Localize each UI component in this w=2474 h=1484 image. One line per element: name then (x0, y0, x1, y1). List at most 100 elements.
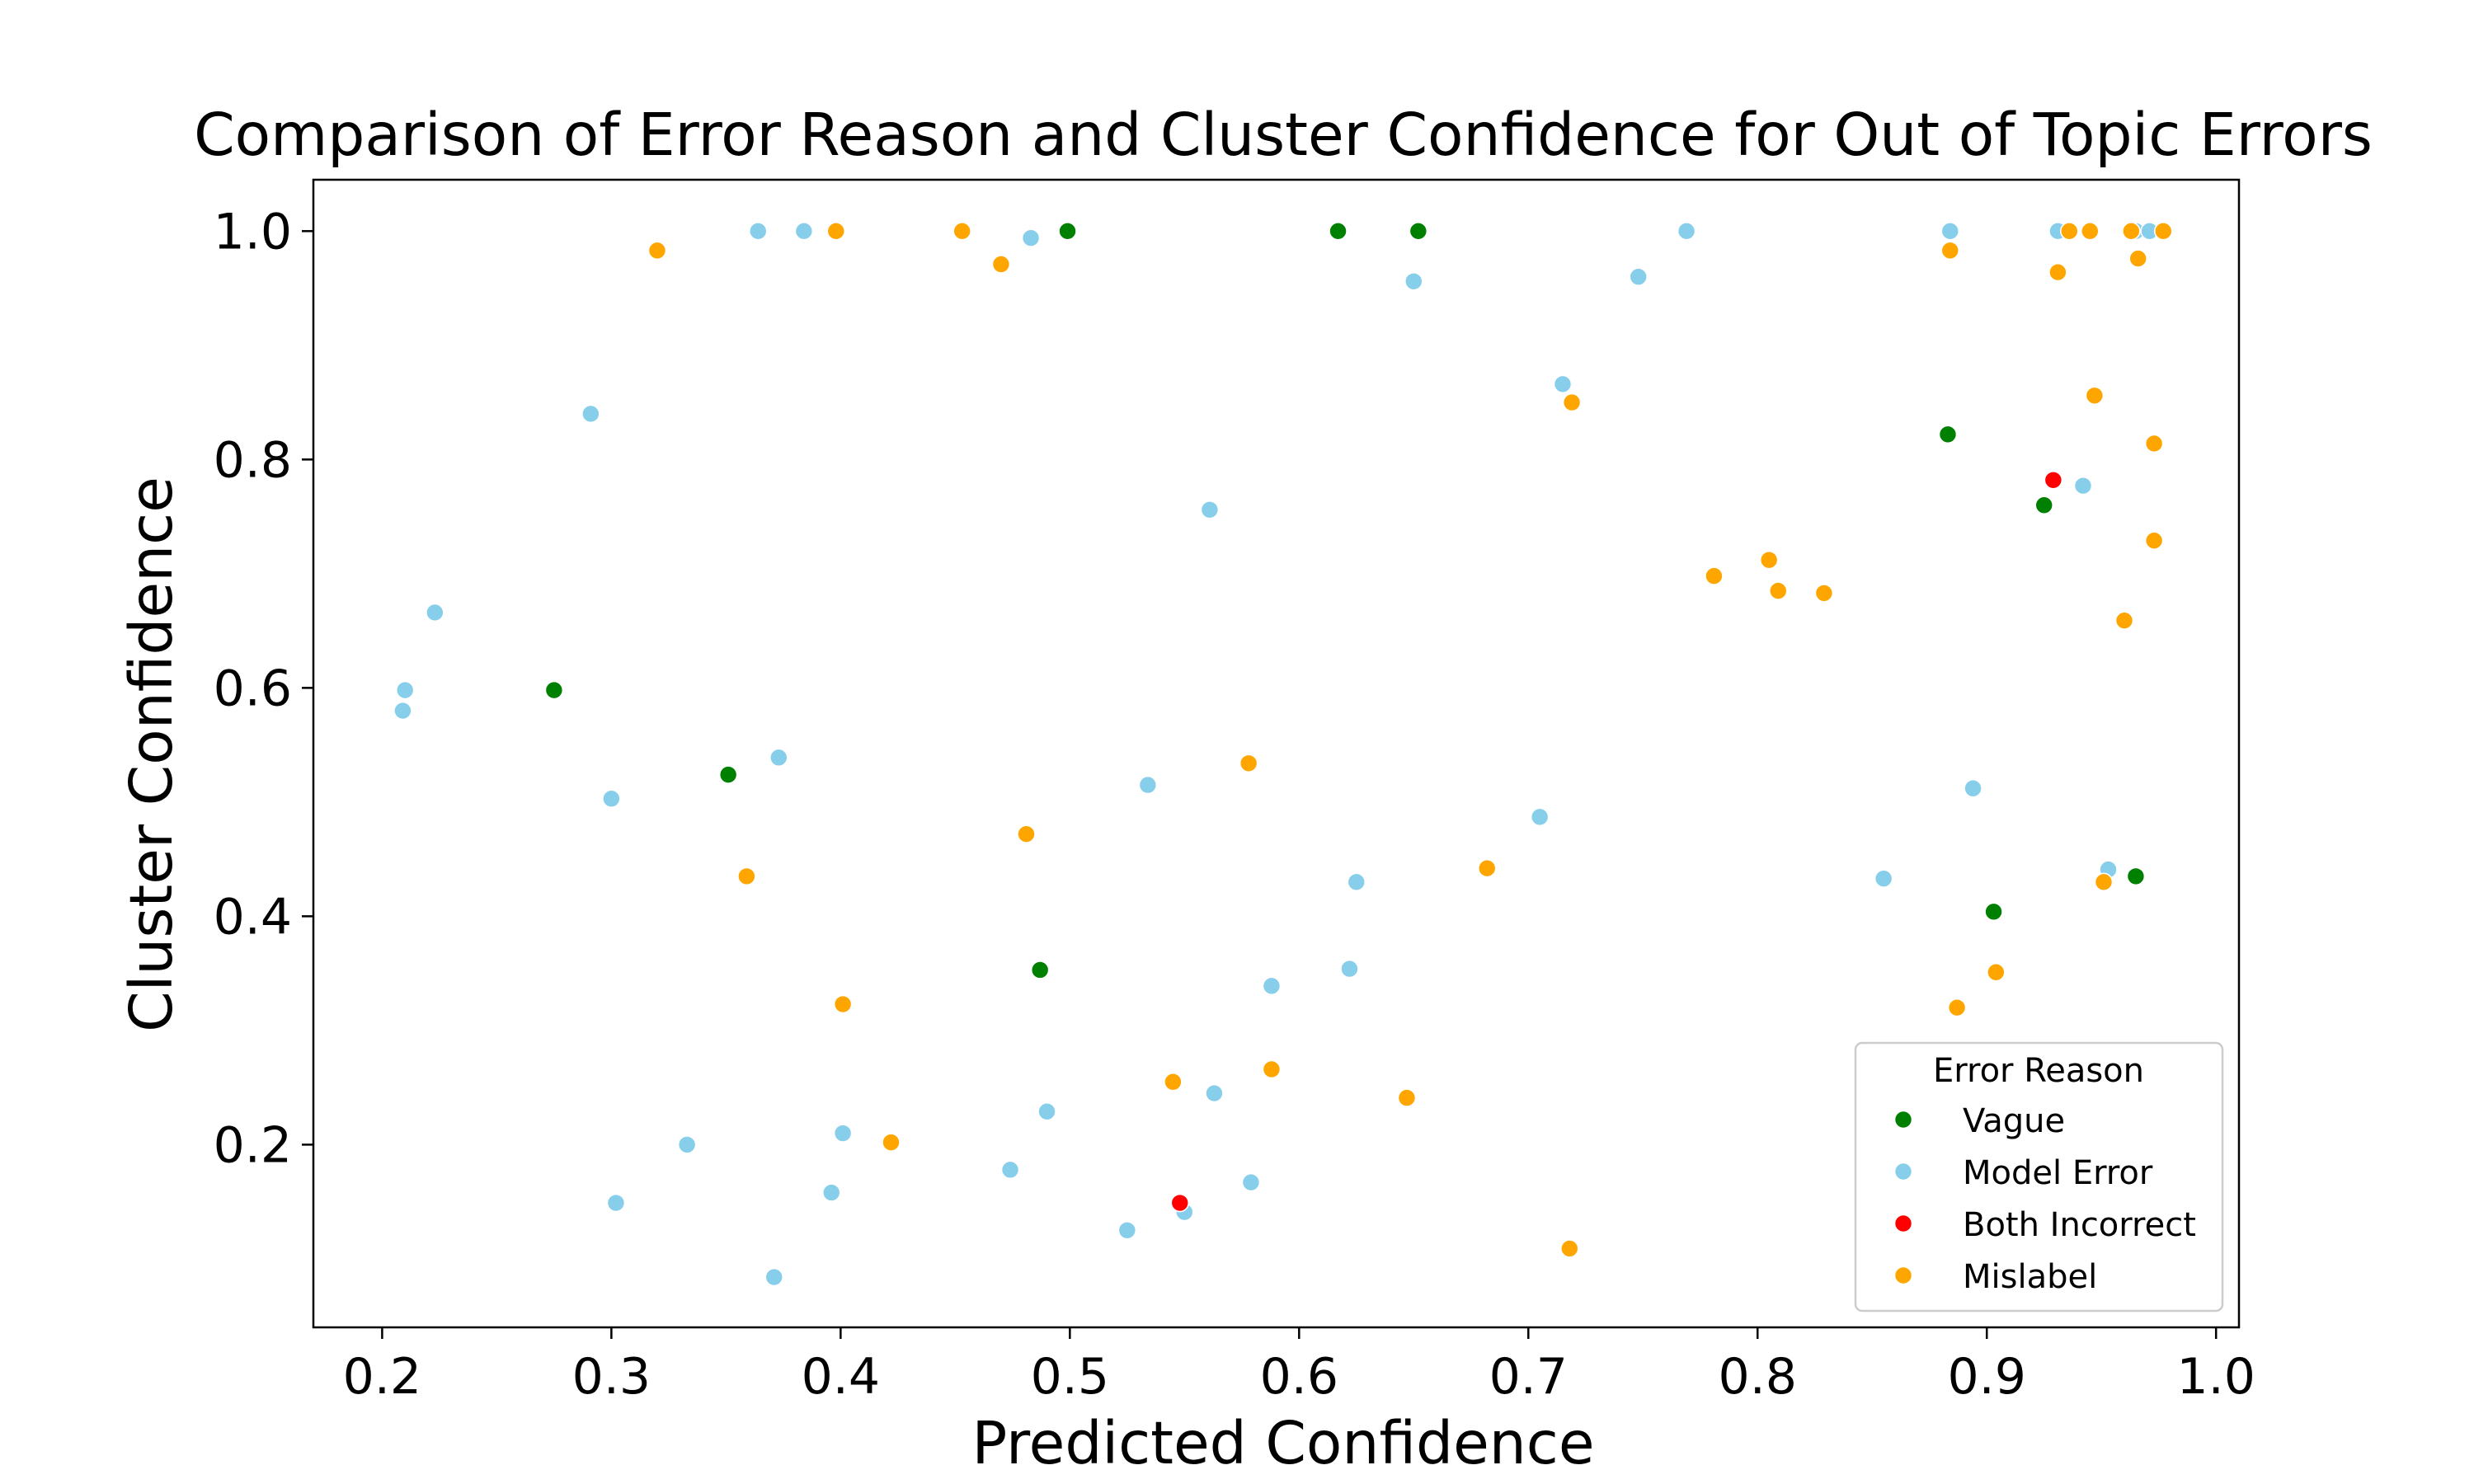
point-mislabel (2081, 222, 2100, 241)
x-tick-label: 0.4 (802, 1348, 880, 1406)
point-mislabel (647, 241, 667, 261)
legend-label-model-error: Model Error (1963, 1154, 2153, 1192)
point-model-error (769, 748, 788, 768)
point-vague (1030, 960, 1050, 979)
point-both-incorrect (1170, 1193, 1190, 1213)
point-model-error (1874, 869, 1893, 888)
x-tick-label: 1.0 (2176, 1348, 2255, 1406)
point-model-error (1964, 778, 1982, 798)
y-axis-label: Cluster Confidence (117, 477, 186, 1032)
point-model-error (677, 1135, 697, 1154)
x-axis-label: Predicted Confidence (971, 1409, 1594, 1477)
legend-marker-mislabel (1893, 1266, 1913, 1285)
point-model-error (1241, 1172, 1261, 1192)
point-mislabel (2048, 262, 2067, 282)
point-model-error (1404, 271, 1423, 291)
point-mislabel (1562, 392, 1582, 412)
legend-label-both-incorrect: Both Incorrect (1963, 1206, 2196, 1244)
point-mislabel (1262, 1059, 1282, 1079)
point-model-error (426, 603, 444, 622)
point-model-error (1037, 1101, 1056, 1121)
point-mislabel (2153, 222, 2173, 241)
point-model-error (602, 789, 621, 809)
point-mislabel (2144, 434, 2164, 453)
point-mislabel (1768, 581, 1788, 600)
point-model-error (393, 701, 412, 721)
x-tick-label: 0.2 (343, 1348, 421, 1406)
legend-marker-both-incorrect (1893, 1214, 1913, 1233)
point-model-error (395, 680, 415, 700)
point-model-error (1553, 374, 1573, 394)
point-vague (1329, 222, 1348, 241)
point-mislabel (1940, 241, 1960, 261)
point-model-error (2073, 476, 2093, 495)
y-tick-label: 1.0 (214, 203, 292, 261)
point-mislabel (1239, 754, 1258, 773)
point-model-error (794, 222, 814, 241)
point-both-incorrect (2044, 470, 2063, 490)
point-model-error (833, 1124, 853, 1143)
point-model-error (764, 1267, 784, 1287)
x-tick-label: 0.3 (572, 1348, 651, 1406)
point-mislabel (2144, 531, 2164, 550)
x-tick-label: 0.8 (1719, 1348, 1797, 1406)
point-vague (2126, 866, 2146, 886)
point-vague (1938, 425, 1958, 444)
point-model-error (1200, 500, 1220, 519)
y-tick-label: 0.8 (214, 431, 292, 489)
point-mislabel (2114, 611, 2134, 630)
point-vague (1984, 902, 2003, 922)
point-model-error (606, 1193, 626, 1213)
y-axis-ticks: 0.2 0.4 0.6 0.8 1.0 (214, 203, 313, 1174)
x-axis-ticks: 0.2 0.3 0.4 0.5 0.6 0.7 0.8 0.9 1.0 (343, 1327, 2255, 1406)
point-mislabel (1164, 1072, 1183, 1092)
point-vague (1409, 222, 1428, 241)
point-model-error (1677, 222, 1696, 241)
y-tick-label: 0.4 (214, 888, 292, 946)
point-vague (1058, 222, 1077, 241)
point-mislabel (1947, 998, 1967, 1017)
point-model-error (1205, 1083, 1224, 1103)
data-points (393, 222, 2173, 1287)
point-mislabel (826, 222, 846, 241)
point-mislabel (2059, 222, 2079, 241)
point-mislabel (2094, 872, 2114, 892)
point-model-error (821, 1183, 841, 1202)
point-mislabel (991, 255, 1011, 274)
point-mislabel (1017, 824, 1036, 843)
x-tick-label: 0.7 (1489, 1348, 1568, 1406)
point-vague (2034, 495, 2054, 515)
point-model-error (1340, 959, 1359, 979)
y-tick-label: 0.6 (214, 660, 292, 717)
legend-label-vague: Vague (1963, 1102, 2065, 1140)
legend-box (1854, 1041, 2224, 1313)
point-mislabel (833, 994, 853, 1014)
point-mislabel (2128, 249, 2147, 268)
point-vague (718, 765, 738, 784)
point-model-error (1000, 1160, 1020, 1180)
point-mislabel (2122, 222, 2141, 241)
point-model-error (1940, 222, 1960, 241)
point-model-error (1629, 267, 1649, 287)
x-tick-label: 0.6 (1260, 1348, 1338, 1406)
point-mislabel (1759, 550, 1779, 570)
plot-area-frame (312, 178, 2241, 1329)
chart-title: Comparison of Error Reason and Cluster C… (194, 101, 2373, 169)
point-model-error (1021, 228, 1041, 247)
point-model-error (1347, 872, 1366, 892)
x-tick-label: 0.9 (1948, 1348, 2026, 1406)
point-model-error (581, 404, 600, 424)
legend: Error Reason Vague Model Error Both Incorr… (1854, 1041, 2224, 1313)
point-mislabel (882, 1133, 901, 1152)
point-model-error (1262, 976, 1282, 996)
point-model-error (1138, 775, 1158, 795)
point-model-error (1530, 807, 1550, 827)
point-mislabel (737, 866, 756, 886)
point-vague (544, 680, 564, 700)
point-mislabel (1477, 858, 1497, 878)
point-mislabel (952, 222, 971, 241)
point-mislabel (1814, 584, 1834, 603)
point-mislabel (1705, 566, 1724, 585)
point-mislabel (1397, 1088, 1417, 1107)
x-tick-label: 0.5 (1031, 1348, 1109, 1406)
